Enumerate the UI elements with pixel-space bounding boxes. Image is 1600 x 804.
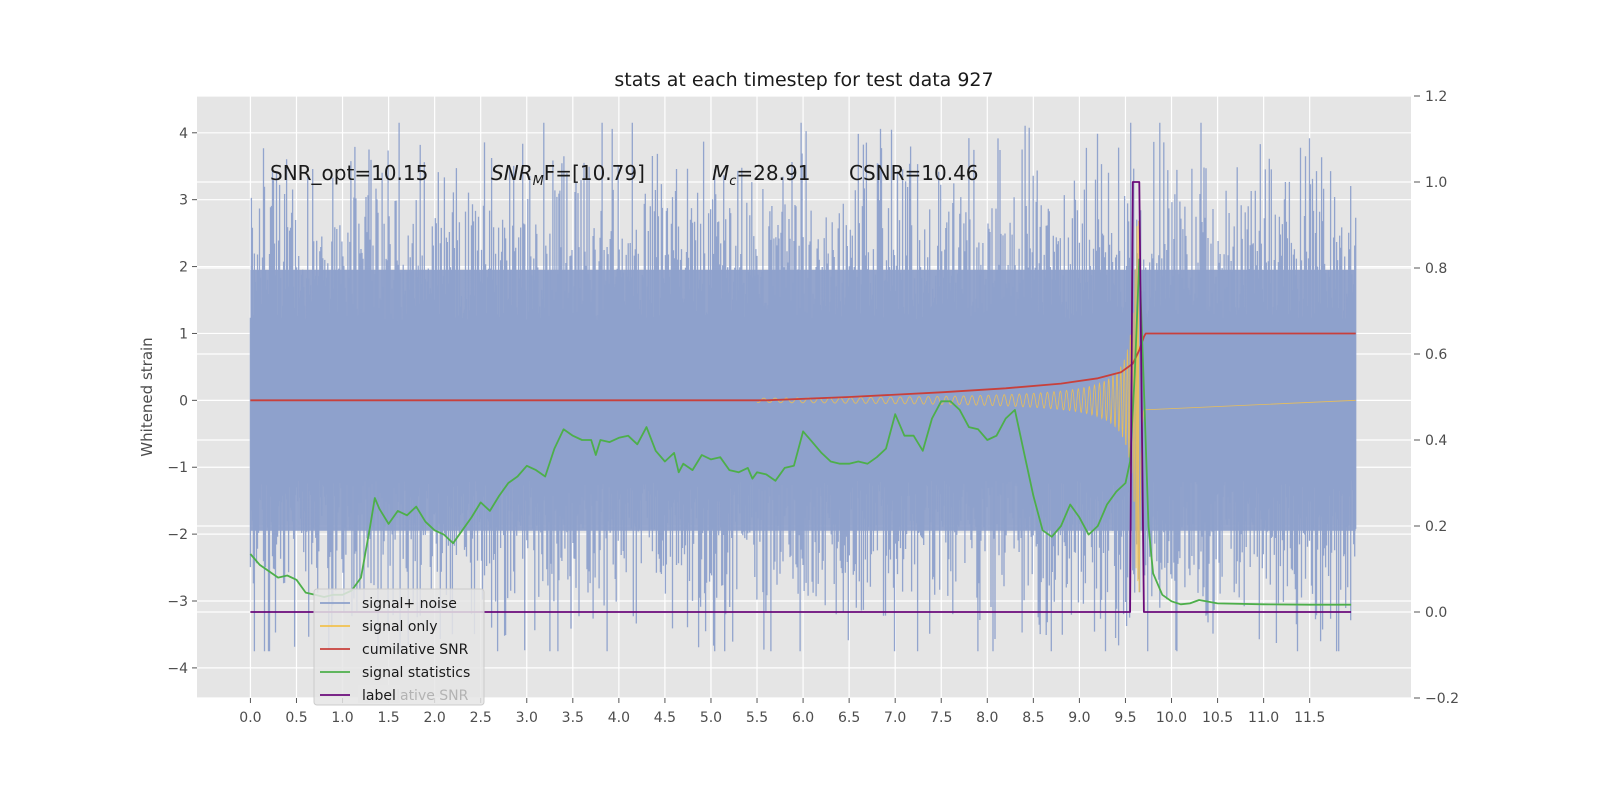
x-tick-label: 4.5 [654, 710, 676, 726]
y-axis-ticks: 4 3 2 1 0 −1 −2 −3 −4 [167, 126, 197, 677]
y-axis-label: Whitened strain [138, 337, 156, 456]
y-tick-label: 4 [179, 126, 188, 142]
series-signal-statistics [249, 258, 1352, 606]
y-tick-label: −4 [167, 661, 188, 677]
x-tick-label: 5.0 [700, 710, 722, 726]
x-tick-label: 9.0 [1068, 710, 1090, 726]
series-label [250, 181, 1352, 613]
legend-label: signal only [362, 619, 437, 635]
x-tick-label: 9.5 [1114, 710, 1136, 726]
annotation-snr-mf: SNRMF=[10.79] [491, 161, 645, 189]
y-tick-label: −2 [167, 527, 188, 543]
x-axis-ticks: 0.0 0.5 1.0 1.5 2.0 2.5 3.0 3.5 4.0 4.5 5.0 5.5 6.0 6… [239, 698, 1325, 726]
x-tick-label: 8.0 [976, 710, 998, 726]
x-tick-label: 0.0 [239, 710, 261, 726]
legend-label: signal+ noise [362, 596, 457, 612]
y-tick-label: 1 [179, 326, 188, 342]
legend-label: cumilative SNR [362, 642, 469, 658]
x-tick-label: 11.5 [1294, 710, 1325, 726]
y2-axis-ticks: 1.2 1.0 0.8 0.6 0.4 0.2 0.0 −0.2 [1414, 89, 1459, 707]
x-tick-label: 2.0 [424, 710, 446, 726]
y-tick-label: 3 [179, 193, 188, 209]
y-tick-label: 2 [179, 260, 188, 276]
annotation-chirp-mass-base: M [712, 161, 729, 185]
signal-only-trace [756, 220, 1356, 593]
legend: signal+ noise signal only cumilative SNR si… [313, 588, 485, 706]
y-tick-label: −3 [167, 594, 188, 610]
x-tick-label: 6.5 [838, 710, 860, 726]
annotation-chirp-mass-suffix: =28.91 [736, 161, 810, 185]
line-series [249, 181, 1356, 613]
x-tick-label: 6.0 [792, 710, 814, 726]
y2-tick-label: 1.0 [1425, 175, 1447, 191]
legend-box [313, 588, 485, 706]
annotation-snr-opt: SNR_opt=10.15 [270, 161, 428, 185]
legend-label: label [362, 688, 396, 704]
y-tick-label: −1 [167, 460, 188, 476]
y-tick-label: 0 [179, 393, 188, 409]
y2-tick-label: 0.0 [1425, 605, 1447, 621]
x-tick-label: 3.0 [516, 710, 538, 726]
annotation-csnr: CSNR=10.46 [849, 161, 979, 185]
annotation-chirp-mass: Mc=28.91 [712, 161, 810, 189]
x-tick-label: 1.0 [331, 710, 353, 726]
annotation-snr-mf-base: SNR [491, 161, 533, 185]
x-tick-label: 11.0 [1248, 710, 1279, 726]
legend-label: signal statistics [362, 665, 470, 681]
y2-tick-label: 0.2 [1425, 519, 1447, 535]
y2-tick-label: 0.6 [1425, 347, 1447, 363]
x-tick-label: 0.5 [285, 710, 307, 726]
annotation-snr-mf-sub: M [533, 174, 544, 189]
x-tick-label: 1.5 [377, 710, 399, 726]
x-tick-label: 10.5 [1202, 710, 1233, 726]
y2-tick-label: −0.2 [1425, 691, 1459, 707]
x-tick-label: 2.5 [470, 710, 492, 726]
chart-title: stats at each timestep for test data 927 [614, 69, 993, 91]
legend-overlap-mask [358, 685, 400, 703]
x-tick-label: 7.0 [884, 710, 906, 726]
x-tick-label: 3.5 [562, 710, 584, 726]
y2-tick-label: 1.2 [1425, 89, 1447, 105]
noise-trace [249, 122, 1357, 652]
x-tick-label: 10.0 [1156, 710, 1187, 726]
annotation-chirp-mass-sub: c [729, 174, 736, 189]
annotations: SNR_opt=10.15 SNRMF=[10.79] Mc=28.91 CSN… [270, 161, 979, 189]
series-cumilative-SNR [250, 332, 1356, 402]
x-tick-label: 4.0 [608, 710, 630, 726]
x-tick-label: 8.5 [1022, 710, 1044, 726]
x-tick-label: 7.5 [930, 710, 952, 726]
annotation-snr-mf-suffix: F=[10.79] [544, 161, 645, 185]
y2-tick-label: 0.4 [1425, 433, 1447, 449]
x-tick-label: 5.5 [746, 710, 768, 726]
y2-tick-label: 0.8 [1425, 261, 1447, 277]
